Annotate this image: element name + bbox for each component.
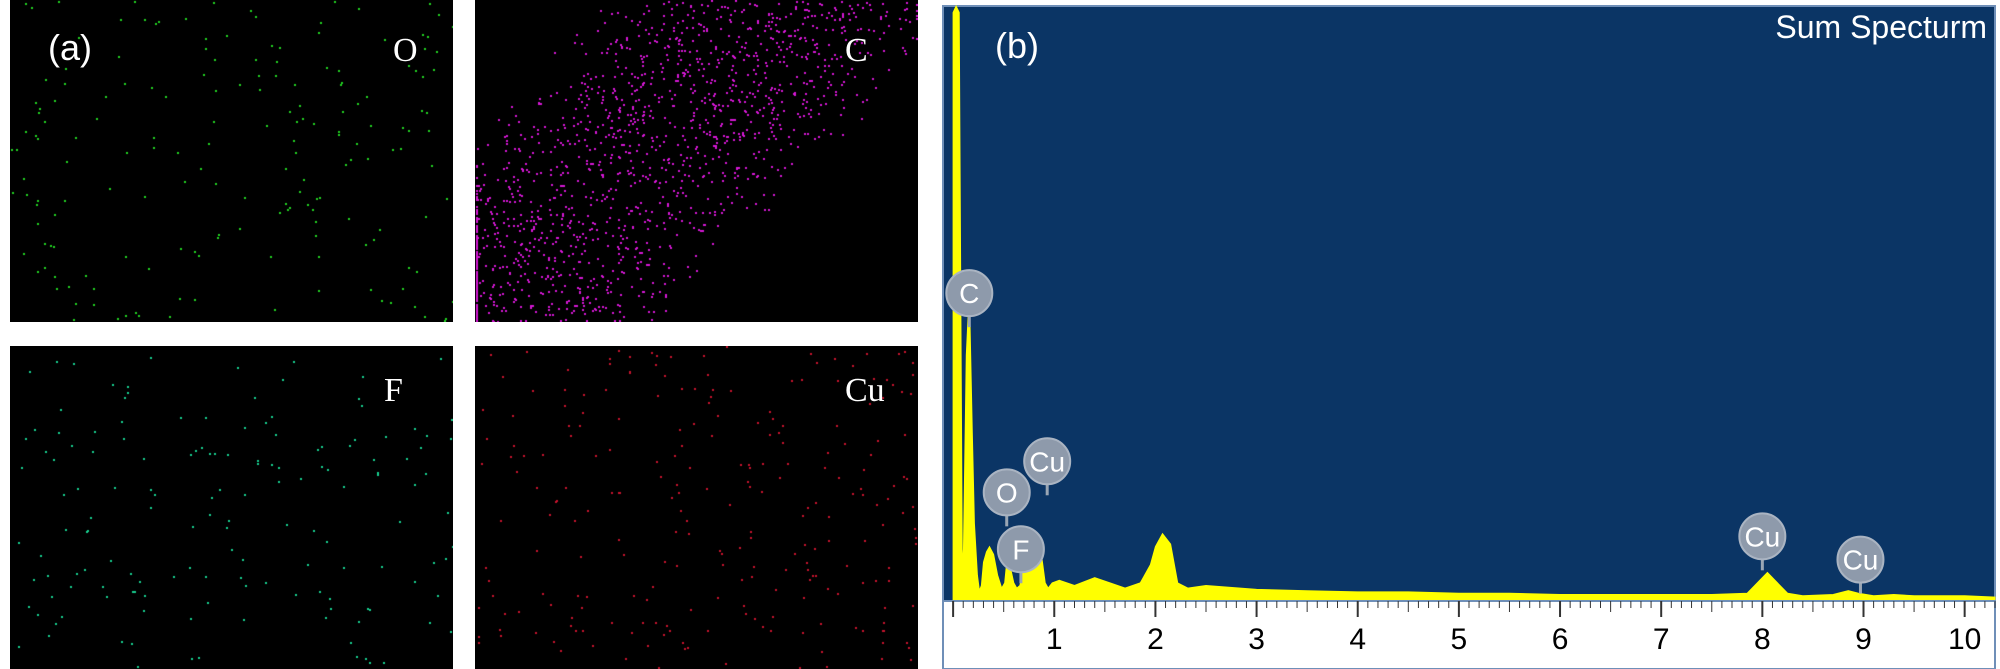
map-label-oxygen: O xyxy=(393,32,418,69)
plot-background xyxy=(942,5,1996,602)
x-tick-label: 10 xyxy=(1948,623,1981,656)
carbon-dot-canvas xyxy=(475,0,918,322)
x-tick-label: 3 xyxy=(1248,623,1265,656)
element-map-fluorine: F xyxy=(10,346,453,669)
peak-label-cu: Cu xyxy=(1023,437,1072,496)
eds-spectrum-panel: C Cu O F Cu Cu 1 2 3 4 5 6 7 8 9 10 Sum Specturm (b) xyxy=(940,0,2000,669)
series-layer xyxy=(952,4,1996,602)
peak-label-text: Cu xyxy=(1843,545,1879,576)
peak-label-cu: Cu xyxy=(1836,535,1885,594)
peak-label-text: F xyxy=(1012,534,1029,565)
peak-label-f: F xyxy=(996,525,1045,584)
peak-label-text: Cu xyxy=(1029,446,1065,477)
map-label-fluorine: F xyxy=(384,372,403,409)
copper-dot-canvas xyxy=(475,346,918,669)
peak-label-cu: Cu xyxy=(1738,512,1787,571)
panel-b-label: (b) xyxy=(995,25,1039,66)
x-tick-label: 5 xyxy=(1451,623,1468,656)
spectrum-series xyxy=(952,4,1996,602)
x-tick-label: 8 xyxy=(1754,623,1771,656)
element-map-copper: Cu xyxy=(475,346,918,669)
chart-title: Sum Specturm xyxy=(1775,9,1987,45)
peak-label-o: O xyxy=(982,468,1031,527)
x-tick-label: 7 xyxy=(1653,623,1670,656)
peak-label-text: Cu xyxy=(1744,521,1780,552)
x-axis-strip xyxy=(942,600,1996,669)
map-label-copper: Cu xyxy=(845,372,885,409)
x-tick-label: 2 xyxy=(1147,623,1164,656)
oxygen-dot-canvas xyxy=(10,0,453,322)
x-tick-label: 4 xyxy=(1349,623,1366,656)
eds-spectrum-chart: C Cu OF Cu Cu 1 2 3 4 5 6 7 8 9 10 Sum Specturm (b) xyxy=(942,4,1996,669)
map-label-carbon: C xyxy=(845,32,868,69)
x-tick-label: 1 xyxy=(1046,623,1063,656)
element-map-oxygen: (a) O xyxy=(10,0,453,322)
peak-label-text: O xyxy=(996,477,1018,508)
peak-label-c: C xyxy=(945,269,994,328)
panel-a-label: (a) xyxy=(48,27,92,68)
x-tick-label: 6 xyxy=(1552,623,1569,656)
x-tick-label: 9 xyxy=(1855,623,1872,656)
x-tick-layer: 1 2 3 4 5 6 7 8 9 10 xyxy=(952,601,1996,656)
peak-label-layer: C Cu OF Cu Cu xyxy=(945,269,1885,594)
element-map-carbon: C xyxy=(475,0,918,322)
peak-label-text: C xyxy=(959,278,979,309)
fluorine-dot-canvas xyxy=(10,346,453,669)
